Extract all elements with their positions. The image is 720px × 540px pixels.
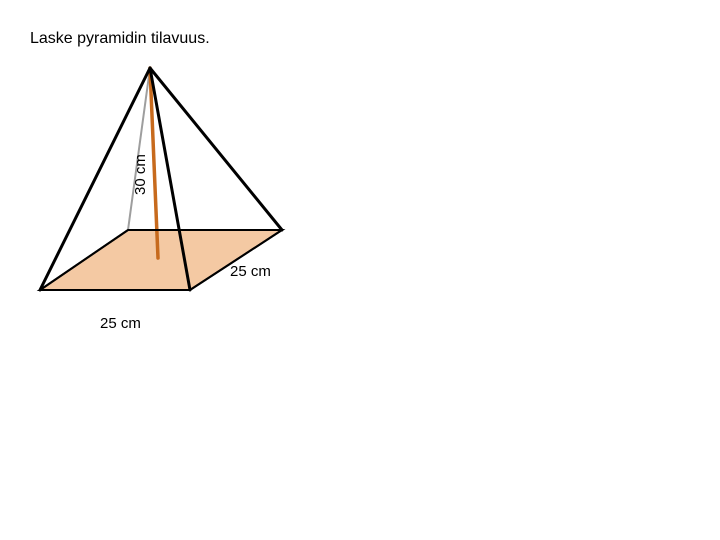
pyramid-edge-back-right: [150, 68, 282, 230]
depth-dimension-label: 25 cm: [100, 315, 141, 332]
height-dimension-label: 30 cm: [132, 154, 149, 195]
width-dimension-label: 25 cm: [230, 263, 271, 280]
pyramid-diagram: [0, 0, 720, 540]
pyramid-base: [40, 230, 282, 290]
